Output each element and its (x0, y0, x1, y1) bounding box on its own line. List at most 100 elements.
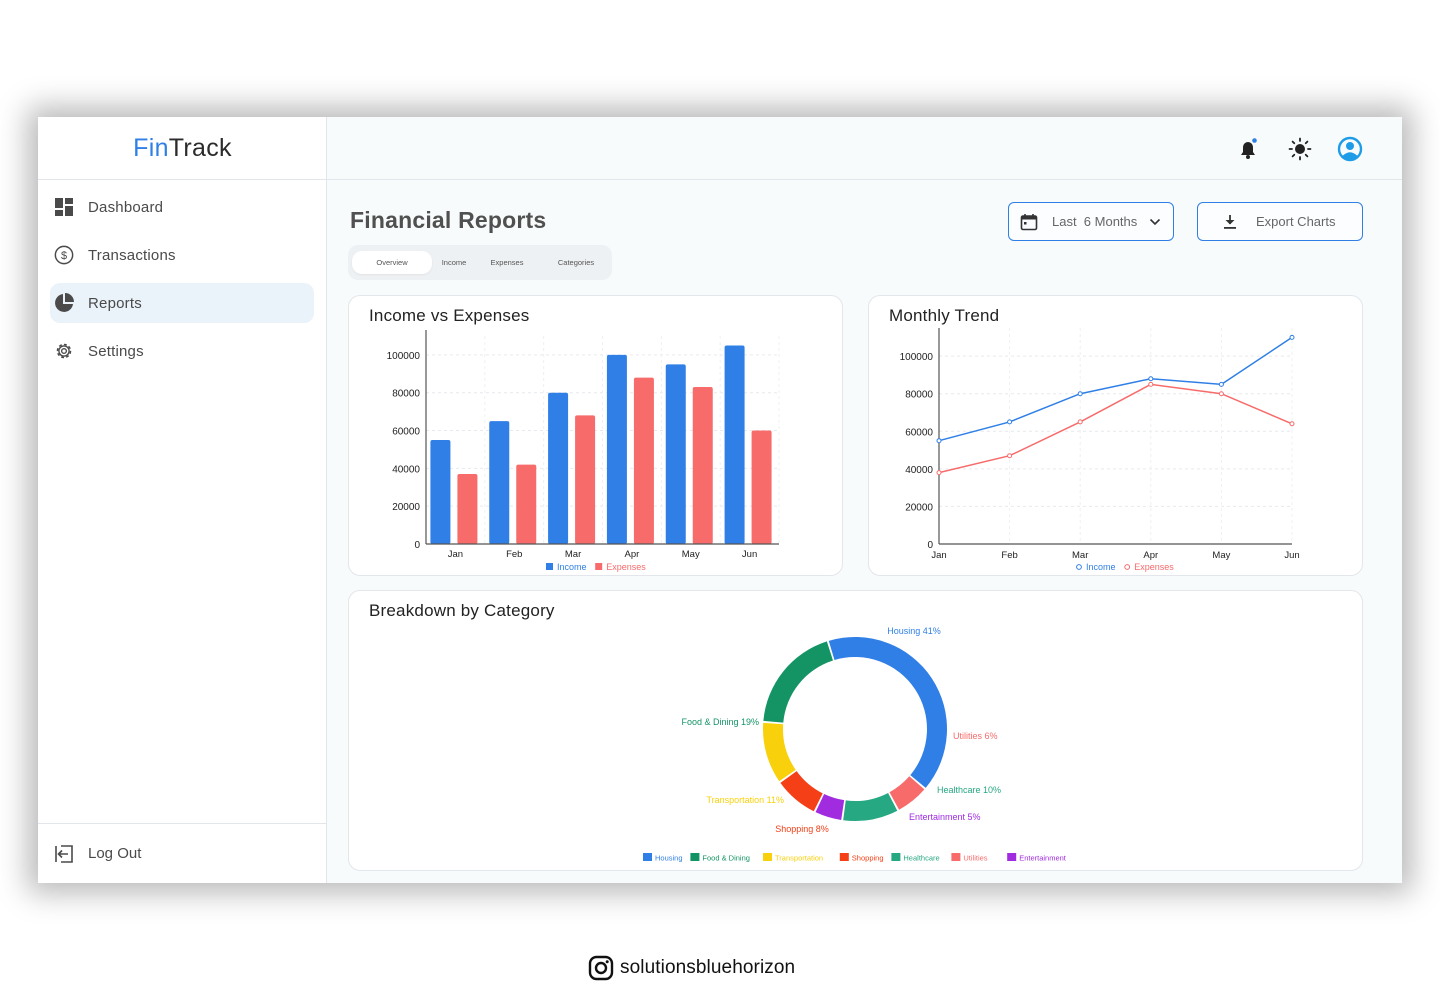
sidebar-item-settings[interactable]: Settings (50, 331, 314, 371)
sidebar-item-reports[interactable]: Reports (50, 283, 314, 323)
logout-button[interactable]: Log Out (38, 823, 327, 883)
x-tick-label: May (682, 549, 700, 560)
bar-expenses (516, 464, 537, 544)
legend-marker (1124, 564, 1131, 570)
legend-swatch (951, 853, 961, 861)
dashboard-icon (54, 197, 74, 217)
data-point-expenses (1289, 421, 1295, 427)
logo-fin: Fin (133, 134, 169, 162)
sidebar-item-label: Settings (88, 342, 144, 360)
sun-icon[interactable] (1287, 136, 1313, 162)
slice-callout: Entertainment 5% (909, 812, 981, 822)
bar-income (606, 354, 627, 544)
tab-expenses[interactable]: Expenses (490, 258, 524, 267)
donut-slice-healthcare (843, 792, 898, 822)
x-tick-label: Mar (565, 549, 581, 560)
export-charts-button[interactable]: Export Charts (1197, 202, 1363, 241)
data-point-income (936, 438, 942, 444)
legend-label: Transportation (775, 854, 823, 863)
x-tick-label: May (1212, 550, 1230, 561)
tab-income[interactable]: Income (441, 258, 467, 267)
sidebar-nav: Dashboard $ Transactions Reports Setting… (50, 187, 314, 379)
bar-expenses (751, 430, 772, 544)
legend-label: Utilities (963, 854, 987, 863)
legend-swatch (690, 853, 700, 861)
gear-icon (54, 341, 74, 361)
donut-slice-utilities (889, 776, 925, 810)
watermark: solutionsbluehorizon (588, 954, 795, 982)
export-label: Export Charts (1256, 214, 1336, 229)
sidebar-item-label: Transactions (88, 246, 176, 264)
x-tick-label: Feb (506, 549, 522, 560)
legend-label: Entertainment (1019, 854, 1067, 863)
slice-callout: Food & Dining 19% (681, 717, 759, 727)
y-tick-label: 40000 (392, 464, 420, 475)
line-chart-title: Monthly Trend (889, 306, 1000, 325)
data-point-income (1289, 334, 1295, 340)
legend-label: Expenses (1134, 562, 1174, 572)
legend-swatch (1007, 853, 1017, 861)
legend-label: Shopping (852, 854, 884, 863)
y-tick-label: 60000 (905, 427, 933, 438)
tab-overview[interactable]: Overview (352, 251, 432, 274)
app-logo[interactable]: FinTrack (38, 117, 327, 180)
legend-swatch (839, 853, 849, 861)
slice-callout: Healthcare 10% (937, 785, 1001, 795)
y-tick-label: 80000 (905, 390, 933, 401)
watermark-text: solutionsbluehorizon (620, 957, 796, 978)
income-expenses-bar-chart: 0 20000 40000 60000 80000 100000 Jan Feb Mar Apr M… (387, 330, 780, 572)
donut-slice-food-dining (763, 641, 833, 723)
logout-label: Log Out (88, 845, 142, 862)
x-tick-label: Apr (625, 549, 640, 560)
instagram-icon (588, 955, 614, 981)
y-tick-label: 0 (414, 540, 420, 551)
legend-label: Income (1086, 562, 1116, 572)
data-point-income (1148, 376, 1154, 382)
tab-categories[interactable]: Categories (557, 258, 595, 267)
user-avatar-icon[interactable] (1337, 136, 1363, 162)
logo-track: Track (168, 134, 232, 162)
dollar-circle-icon: $ (54, 245, 74, 265)
bar-income (665, 364, 686, 544)
legend-swatch (891, 853, 901, 861)
legend-label: Food & Dining (702, 854, 750, 863)
sidebar-item-label: Dashboard (88, 198, 164, 216)
data-point-expenses (1077, 419, 1083, 425)
y-tick-label: 0 (927, 540, 933, 551)
series-line-expenses (938, 383, 1293, 474)
x-tick-label: Jun (742, 549, 757, 560)
donut-chart-title: Breakdown by Category (369, 601, 555, 620)
bar-expenses (457, 474, 478, 544)
bell-icon[interactable] (1235, 136, 1261, 162)
x-tick-label: Jun (1284, 550, 1299, 561)
data-point-income (1077, 391, 1083, 397)
pie-chart-icon (54, 293, 74, 313)
donut-slice-housing (828, 637, 947, 788)
monthly-trend-line-chart: 0 20000 40000 60000 80000 100000 Jan Feb Mar Apr M… (900, 328, 1300, 572)
svg-text:$: $ (61, 250, 67, 262)
bar-expenses (692, 387, 713, 544)
x-tick-label: Apr (1143, 550, 1158, 561)
chevron-down-icon (1149, 218, 1161, 226)
data-point-expenses (1148, 381, 1154, 387)
sidebar-item-label: Reports (88, 294, 142, 312)
data-point-expenses (1007, 453, 1013, 459)
y-tick-label: 100000 (387, 351, 421, 362)
legend-label: Healthcare (903, 854, 939, 863)
date-range-select[interactable]: Last 6 Months (1008, 202, 1174, 241)
x-tick-label: Mar (1072, 550, 1088, 561)
bar-expenses (575, 415, 596, 544)
legend-swatch (595, 563, 603, 570)
legend-marker (1076, 564, 1082, 570)
report-tabs: Overview Income Expenses Categories (348, 245, 612, 280)
app-window: FinTrack Dashboard $ Transactions Report… (38, 117, 1402, 883)
y-tick-label: 80000 (392, 389, 420, 400)
slice-callout: Transportation 11% (706, 795, 784, 805)
legend-label: Expenses (606, 562, 646, 572)
category-donut-chart: Housing 41% Utilities 6% Healthcare 10% Ent… (643, 626, 1067, 863)
slice-callout: Shopping 8% (775, 824, 829, 834)
bar-chart-title: Income vs Expenses (369, 306, 530, 325)
bar-expenses (633, 377, 654, 544)
sidebar-item-dashboard[interactable]: Dashboard (50, 187, 314, 227)
sidebar-item-transactions[interactable]: $ Transactions (50, 235, 314, 275)
